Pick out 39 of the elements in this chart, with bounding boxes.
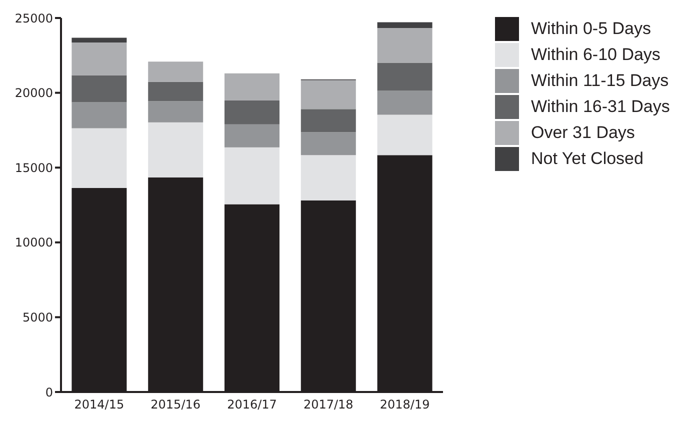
bar: [224, 124, 280, 148]
bar: [72, 102, 127, 128]
legend-label: Not Yet Closed: [531, 149, 644, 169]
bar: [72, 75, 127, 102]
y-tick-label: 0: [45, 385, 53, 400]
bar: [377, 114, 432, 156]
bar: [148, 122, 204, 178]
bar: [300, 80, 356, 110]
bar: [72, 128, 127, 188]
bar: [224, 100, 280, 124]
legend-label: Within 0-5 Days: [531, 19, 651, 39]
legend-label: Within 11-15 Days: [531, 71, 669, 91]
y-tick-label: 5000: [22, 310, 53, 324]
x-tick-label: 2016/17: [227, 398, 277, 412]
bar: [224, 147, 280, 204]
bar: [72, 42, 127, 76]
bar: [72, 38, 127, 43]
legend-label: Within 16-31 Days: [531, 97, 670, 117]
y-tick-label: 10000: [14, 236, 53, 250]
x-tick-label: 2018/19: [380, 398, 430, 412]
x-tick-label: 2015/16: [150, 398, 201, 412]
bar: [300, 109, 356, 132]
bar: [377, 28, 432, 63]
x-tick-label: 2017/18: [303, 398, 354, 412]
bar: [148, 101, 204, 122]
bar: [224, 73, 280, 100]
x-tick-label: 2014/15: [74, 398, 124, 412]
y-tick-label: 15000: [14, 160, 53, 175]
bar: [377, 22, 432, 28]
bar: [148, 82, 204, 102]
legend-label: Over 31 Days: [531, 123, 635, 143]
bar: [148, 62, 204, 82]
bar: [377, 90, 432, 115]
y-tick-label: 25000: [14, 11, 53, 26]
bar: [300, 155, 356, 200]
legend-label: Within 6-10 Days: [531, 45, 660, 65]
bar: [300, 132, 356, 156]
y-tick-label: 20000: [14, 86, 53, 100]
bar: [377, 62, 432, 91]
